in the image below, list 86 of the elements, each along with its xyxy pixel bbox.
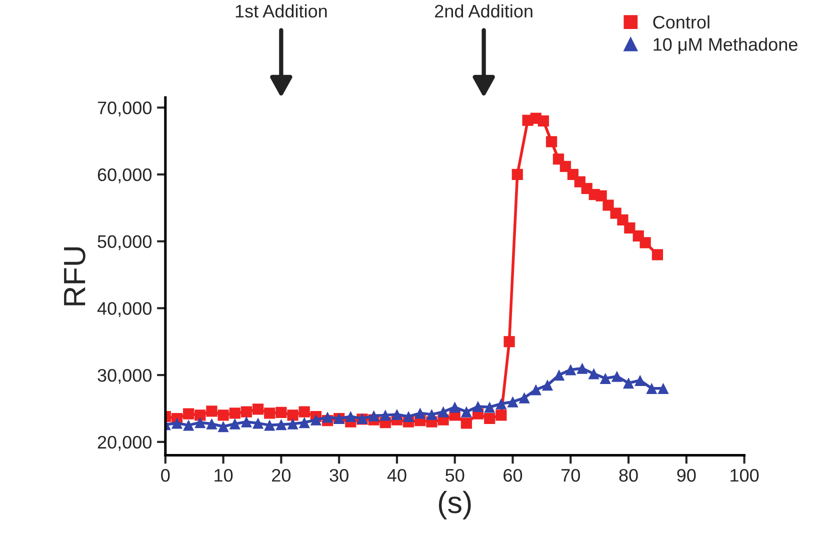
y-tick-label: 50,000 <box>98 235 152 250</box>
x-tick-label: 80 <box>619 468 638 482</box>
point <box>460 418 472 429</box>
point <box>298 416 310 428</box>
point <box>449 402 460 413</box>
point <box>368 410 380 422</box>
point <box>206 418 218 430</box>
point <box>542 380 554 391</box>
point <box>183 408 194 420</box>
text: 1st Addition <box>236 4 327 18</box>
point <box>600 372 611 384</box>
x-tick-label: 60 <box>504 468 522 482</box>
x-tick-label: 0 <box>161 468 170 482</box>
point <box>588 368 600 380</box>
y-tick-label: 70,000 <box>98 102 152 116</box>
point <box>414 408 426 419</box>
point <box>391 408 403 420</box>
point <box>298 406 310 418</box>
point <box>218 420 229 432</box>
point <box>512 168 523 180</box>
point <box>472 400 484 412</box>
x-tick-label: 10 <box>214 468 233 482</box>
point <box>252 404 264 415</box>
point <box>530 384 542 396</box>
point <box>565 364 576 376</box>
point <box>287 410 298 421</box>
point <box>518 392 530 404</box>
point <box>402 410 414 422</box>
point <box>264 420 276 431</box>
point <box>264 408 276 419</box>
point <box>426 408 438 420</box>
point <box>206 406 218 417</box>
point <box>287 418 298 430</box>
point <box>460 406 472 418</box>
point <box>229 408 240 419</box>
point <box>624 222 636 234</box>
point <box>229 418 240 430</box>
x-tick-label: 70 <box>562 468 580 482</box>
y-tick-label: 30,000 <box>98 368 152 384</box>
point <box>194 416 206 428</box>
point <box>622 378 634 389</box>
point <box>484 402 496 413</box>
point <box>322 412 334 423</box>
point <box>652 249 664 260</box>
point <box>276 406 287 418</box>
point <box>553 369 565 381</box>
point <box>194 410 206 421</box>
point <box>507 396 518 408</box>
point <box>171 418 183 429</box>
x-tick-label: 50 <box>446 468 464 482</box>
y-tick-label: 40,000 <box>97 302 152 318</box>
legend-label: 10 μM Methadone <box>654 38 798 54</box>
point <box>438 406 449 418</box>
point <box>596 190 607 202</box>
point <box>546 136 558 148</box>
x-axis-title: (s) <box>438 490 471 520</box>
point <box>345 410 356 422</box>
point <box>496 398 507 410</box>
point <box>240 406 252 418</box>
point <box>611 370 622 382</box>
point <box>380 410 391 421</box>
y-axis-title: RFU <box>64 247 86 306</box>
x-tick-label: 100 <box>730 468 759 482</box>
point <box>634 374 646 386</box>
x-tick-label: 90 <box>677 468 696 482</box>
point <box>183 420 194 431</box>
point <box>640 237 651 248</box>
point <box>240 416 252 428</box>
x-tick-label: 40 <box>387 468 406 482</box>
y-tick-label: 60,000 <box>98 168 152 184</box>
x-tick-label: 30 <box>330 468 348 482</box>
point <box>252 418 264 429</box>
y-tick-label: 20,000 <box>98 436 152 451</box>
point <box>484 412 496 424</box>
point <box>276 418 287 430</box>
point <box>504 336 515 348</box>
point <box>538 115 549 127</box>
text: 2nd Addition <box>435 4 532 18</box>
point <box>496 410 507 421</box>
point <box>310 414 322 426</box>
point <box>646 382 658 394</box>
point <box>576 362 588 374</box>
point <box>218 410 229 421</box>
point <box>658 382 669 394</box>
x-tick-label: 20 <box>272 468 291 482</box>
legend-label: Control <box>653 15 710 29</box>
